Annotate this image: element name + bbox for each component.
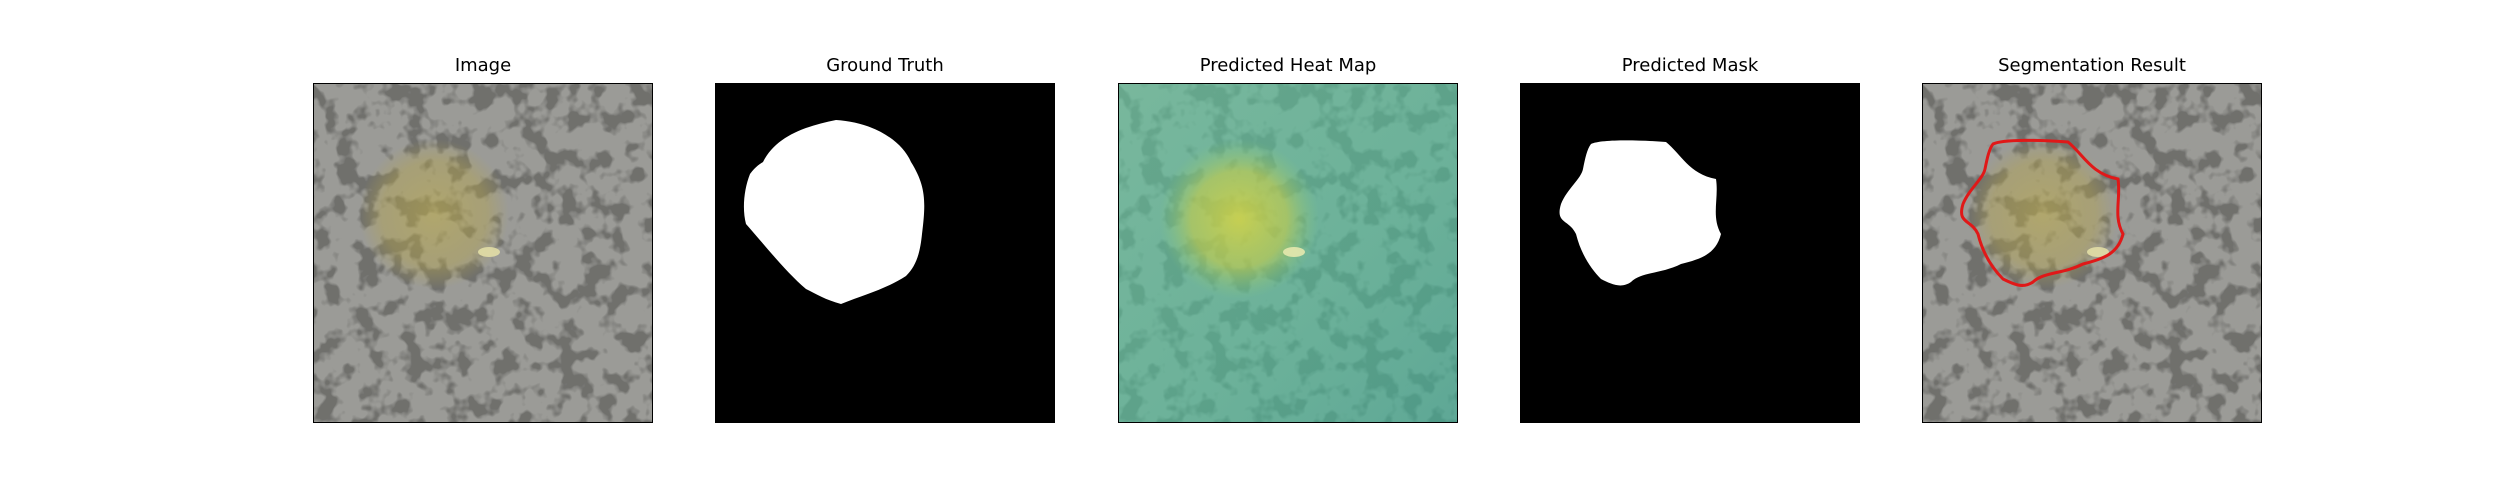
predicted-mask-frame — [1520, 83, 1860, 423]
predicted-region — [1559, 140, 1721, 286]
defect-region — [359, 139, 509, 289]
panel-title: Segmentation Result — [1998, 55, 2186, 76]
heat-map-image — [1119, 84, 1457, 422]
image-frame — [313, 83, 653, 423]
ground-truth-frame — [715, 83, 1055, 423]
highlight-spot — [1283, 247, 1305, 257]
segmentation-frame — [1922, 83, 2262, 423]
panel-title: Predicted Mask — [1621, 55, 1759, 76]
heat-map-frame — [1118, 83, 1458, 423]
panel-title: Ground Truth — [826, 55, 944, 76]
segmentation-image — [1923, 84, 2261, 422]
highlight-spot — [478, 247, 500, 257]
heat-hotspot — [1159, 139, 1319, 299]
panel-title: Image — [454, 55, 512, 76]
panel-title: Predicted Heat Map — [1199, 55, 1377, 76]
highlight-spot — [2087, 247, 2109, 257]
surface-image — [314, 84, 652, 422]
ground-truth-region — [743, 120, 925, 304]
ground-truth-mask — [716, 84, 1054, 422]
segmentation-contour — [1960, 138, 2125, 287]
defect-region — [1968, 139, 2118, 289]
predicted-mask — [1521, 84, 1859, 422]
